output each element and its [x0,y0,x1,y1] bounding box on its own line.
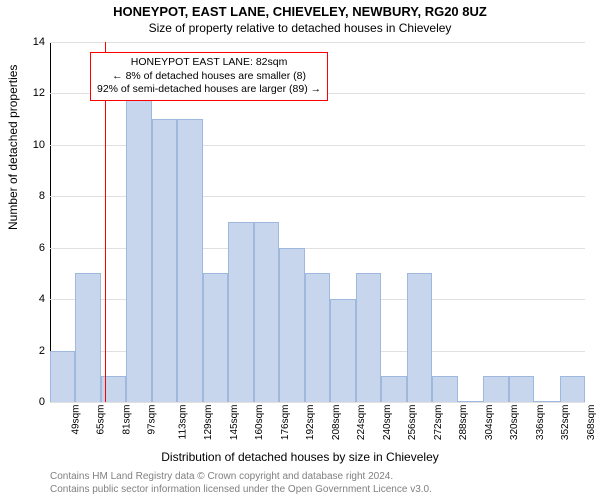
x-tick-label: 208sqm [331,405,342,441]
bar [560,376,585,402]
bar [75,273,100,402]
x-tick-label: 320sqm [509,405,520,441]
gridline [50,402,585,403]
bar [483,376,508,402]
y-tick-label: 4 [15,293,45,305]
y-tick-label: 2 [15,345,45,357]
bar [432,376,457,402]
bar [356,273,381,402]
x-tick-label: 352sqm [560,405,571,441]
bar [50,351,75,402]
bar [534,401,559,402]
x-tick-label: 145sqm [229,405,240,441]
bar [458,401,483,402]
bar [330,299,355,402]
info-box: HONEYPOT EAST LANE: 82sqm ← 8% of detach… [90,52,328,101]
info-line-2: ← 8% of detached houses are smaller (8) [97,70,321,84]
x-tick-label: 176sqm [280,405,291,441]
info-line-1: HONEYPOT EAST LANE: 82sqm [97,56,321,70]
footer-line-1: Contains HM Land Registry data © Crown c… [50,470,432,483]
bar [228,222,253,402]
x-tick-label: 113sqm [177,405,188,440]
bar [305,273,330,402]
x-tick-label: 160sqm [254,405,265,441]
bar [177,119,202,402]
y-tick-label: 14 [15,36,45,48]
bar [509,376,534,402]
chart-container: HONEYPOT, EAST LANE, CHIEVELEY, NEWBURY,… [0,0,600,500]
bar [407,273,432,402]
x-tick-label: 256sqm [407,405,418,441]
x-tick-label: 240sqm [382,405,393,441]
bar [279,248,304,402]
x-axis-label: Distribution of detached houses by size … [0,450,600,464]
y-tick-label: 6 [15,242,45,254]
x-tick-label: 288sqm [458,405,469,441]
title-sub: Size of property relative to detached ho… [0,21,600,35]
x-tick-label: 304sqm [484,405,495,441]
bar [203,273,228,402]
info-line-3: 92% of semi-detached houses are larger (… [97,83,321,97]
bar [254,222,279,402]
x-tick-label: 272sqm [433,405,444,441]
x-tick-label: 97sqm [147,405,158,435]
bar [381,376,406,402]
x-tick-label: 336sqm [535,405,546,441]
x-tick-label: 49sqm [71,405,82,435]
x-tick-label: 368sqm [586,405,597,441]
title-main: HONEYPOT, EAST LANE, CHIEVELEY, NEWBURY,… [0,4,600,19]
footer-line-2: Contains public sector information licen… [50,483,432,496]
y-tick-label: 12 [15,87,45,99]
footer: Contains HM Land Registry data © Crown c… [50,470,432,496]
plot-area: HONEYPOT EAST LANE: 82sqm ← 8% of detach… [50,42,585,402]
y-tick-label: 8 [15,190,45,202]
x-tick-label: 224sqm [356,405,367,441]
bar [126,93,151,402]
y-tick-label: 0 [15,396,45,408]
x-tick-label: 192sqm [305,405,316,441]
x-tick-label: 65sqm [96,405,107,435]
y-tick-label: 10 [15,139,45,151]
x-tick-label: 81sqm [121,405,132,435]
bar [152,119,177,402]
x-tick-label: 129sqm [203,405,214,441]
